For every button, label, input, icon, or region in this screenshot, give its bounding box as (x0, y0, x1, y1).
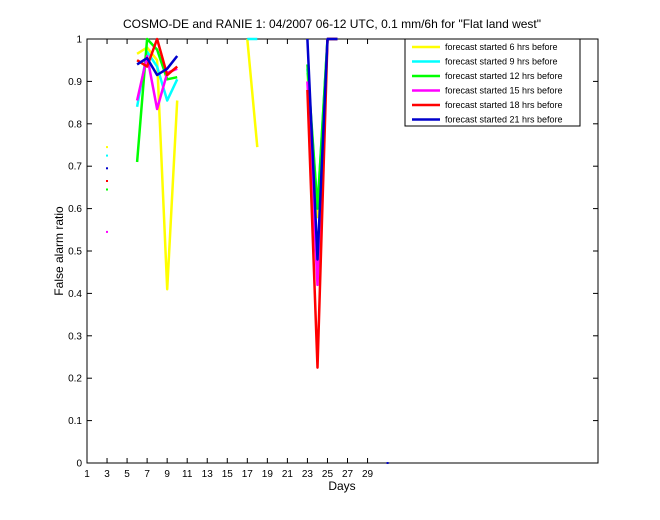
legend-label: forecast started 15 hrs before (445, 86, 563, 96)
legend-label: forecast started 6 hrs before (445, 42, 558, 52)
x-tick-label: 13 (202, 469, 214, 480)
legend-label: forecast started 9 hrs before (445, 57, 558, 67)
y-tick-label: 1 (76, 35, 82, 46)
y-tick-label: 0.6 (68, 204, 82, 215)
y-axis: 0 0.1 0.2 0.3 0.4 0.5 0.6 0.7 0.8 0.9 1 (68, 35, 598, 470)
data-point (106, 180, 108, 182)
y-tick-label: 0.9 (68, 77, 82, 88)
y-tick-label: 0.8 (68, 119, 82, 130)
legend-label: forecast started 18 hrs before (445, 100, 563, 110)
x-tick-label: 17 (242, 469, 254, 480)
data-point (106, 167, 108, 170)
legend: forecast started 6 hrs before forecast st… (404, 38, 581, 127)
x-tick-label: 23 (302, 469, 314, 480)
x-tick-label: 7 (144, 469, 150, 480)
x-tick-label: 15 (222, 469, 234, 480)
y-tick-label: 0.5 (68, 247, 82, 258)
data-point (106, 146, 108, 149)
y-axis-label: False alarm ratio (52, 206, 66, 296)
y-tick-label: 0.3 (68, 331, 82, 342)
x-tick-label: 11 (182, 469, 193, 480)
y-tick-label: 0.4 (68, 289, 82, 300)
series-layer (106, 37, 389, 464)
chart-title: COSMO-DE and RANIE 1: 04/2007 06-12 UTC,… (123, 17, 541, 31)
series-line (136, 46, 179, 291)
x-tick-label: 27 (342, 469, 354, 480)
data-point (386, 462, 389, 464)
legend-label: forecast started 21 hrs before (445, 115, 563, 125)
series-line (306, 37, 338, 261)
data-point (106, 188, 108, 191)
series-line (136, 37, 179, 77)
x-tick-label: 29 (362, 469, 374, 480)
series-line (135, 37, 178, 163)
y-tick-label: 0.7 (68, 162, 82, 173)
x-tick-label: 21 (282, 469, 294, 480)
series-line (246, 38, 259, 148)
series-line (136, 55, 179, 77)
x-axis-label: Days (328, 479, 355, 493)
x-tick-label: 3 (104, 469, 110, 480)
x-tick-label: 1 (84, 469, 90, 480)
data-point (106, 230, 108, 233)
y-tick-label: 0.1 (68, 416, 82, 427)
series-6 (106, 37, 389, 464)
legend-label: forecast started 12 hrs before (445, 71, 563, 81)
x-tick-label: 25 (322, 469, 334, 480)
y-tick-label: 0.2 (68, 374, 82, 385)
data-point (106, 154, 108, 157)
x-tick-label: 9 (164, 469, 170, 480)
x-tick-label: 5 (124, 469, 130, 480)
legend-box (404, 38, 581, 127)
y-tick-label: 0 (76, 459, 82, 470)
x-tick-label: 19 (262, 469, 274, 480)
